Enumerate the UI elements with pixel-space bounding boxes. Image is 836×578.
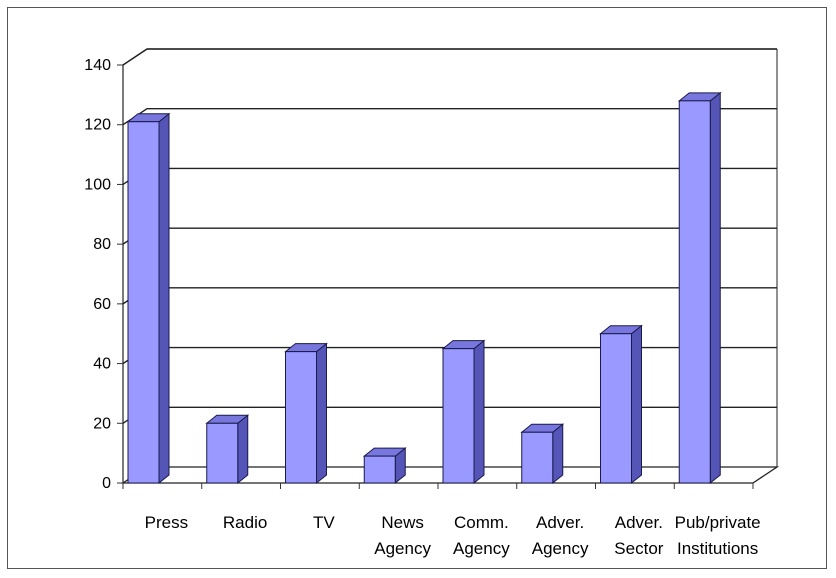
bar: [441, 339, 486, 485]
bar-side: [709, 91, 721, 485]
y-tick-label: 140: [84, 57, 111, 74]
x-category-label: News Agency: [374, 513, 431, 558]
bar-front: [521, 431, 554, 484]
bar-side: [552, 423, 564, 485]
y-tick-label: 0: [102, 475, 111, 492]
bar-chart: 0 20 40 60 80 100 120 140 Press Radio TV News Agenc…: [84, 48, 780, 558]
y-tick-label: 100: [84, 176, 111, 193]
x-category-label: Adver. Sector: [614, 513, 663, 558]
bar-side: [473, 339, 485, 485]
bar-front: [206, 422, 239, 484]
x-category-label: TV: [313, 513, 335, 532]
bar-front: [285, 351, 317, 484]
x-category-label: Adver. Agency: [532, 513, 589, 558]
bar: [362, 447, 407, 485]
x-category-label: Comm. Agency: [453, 513, 510, 558]
bar-side: [237, 414, 249, 485]
bar-side: [158, 112, 170, 485]
y-axis-ticks: 0 20 40 60 80 100 120 140: [84, 57, 123, 492]
bar-front: [127, 121, 160, 484]
chart-frame: 0 20 40 60 80 100 120 140 Press Radio TV News Agenc…: [7, 7, 827, 569]
bar: [284, 342, 328, 485]
bar-front: [442, 348, 475, 484]
bar: [126, 112, 171, 485]
y-tick-label: 40: [93, 356, 111, 373]
y-tick-label: 80: [93, 236, 111, 253]
bar-front: [363, 455, 396, 484]
x-axis-labels: Press Radio TV News Agency Comm. Agency Adver. A…: [122, 483, 761, 558]
y-tick-label: 20: [93, 415, 111, 432]
bar: [599, 324, 643, 485]
bar-side: [316, 342, 327, 485]
x-category-label: Radio: [223, 513, 267, 532]
bar: [677, 91, 722, 485]
gridline: [122, 48, 777, 66]
y-tick-label: 60: [93, 296, 111, 313]
bar-front: [678, 100, 711, 484]
x-category-label: Press: [145, 513, 188, 532]
y-tick-label: 120: [84, 117, 111, 134]
bar-side: [631, 324, 642, 485]
bars: [126, 91, 722, 485]
bar-front: [600, 333, 632, 484]
x-category-label: Pub/private Institutions: [675, 513, 761, 558]
bar: [520, 423, 565, 485]
bar: [205, 414, 250, 485]
